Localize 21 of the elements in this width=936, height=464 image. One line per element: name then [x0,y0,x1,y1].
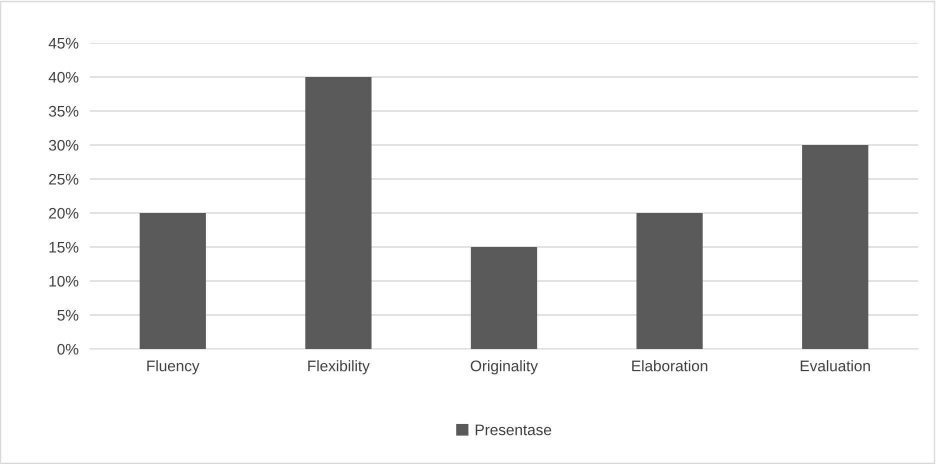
y-tick-label: 20% [49,208,78,219]
bar [305,77,372,349]
y-tick-label: 35% [48,106,78,117]
y-tick-label: 15% [49,242,78,253]
bar [802,145,868,349]
bar [470,247,538,349]
x-tick-label: Evaluation [800,360,870,372]
x-tick-label: Originality [470,360,538,374]
y-tick-label: 10% [49,276,78,287]
legend-label: Presentase [476,424,552,436]
x-tick-label: Fluency [147,360,200,374]
y-tick-label: 0% [57,344,78,355]
y-tick-label: 30% [48,140,78,151]
bar [140,213,206,349]
x-tick-label: Flexibility [308,360,370,374]
x-tick-label: Elaboration [632,360,708,372]
y-tick-label: 45% [48,38,78,49]
y-tick-label: 40% [48,72,78,83]
bar [636,213,703,349]
y-tick-label: 25% [49,174,78,185]
y-tick-label: 5% [57,310,78,321]
